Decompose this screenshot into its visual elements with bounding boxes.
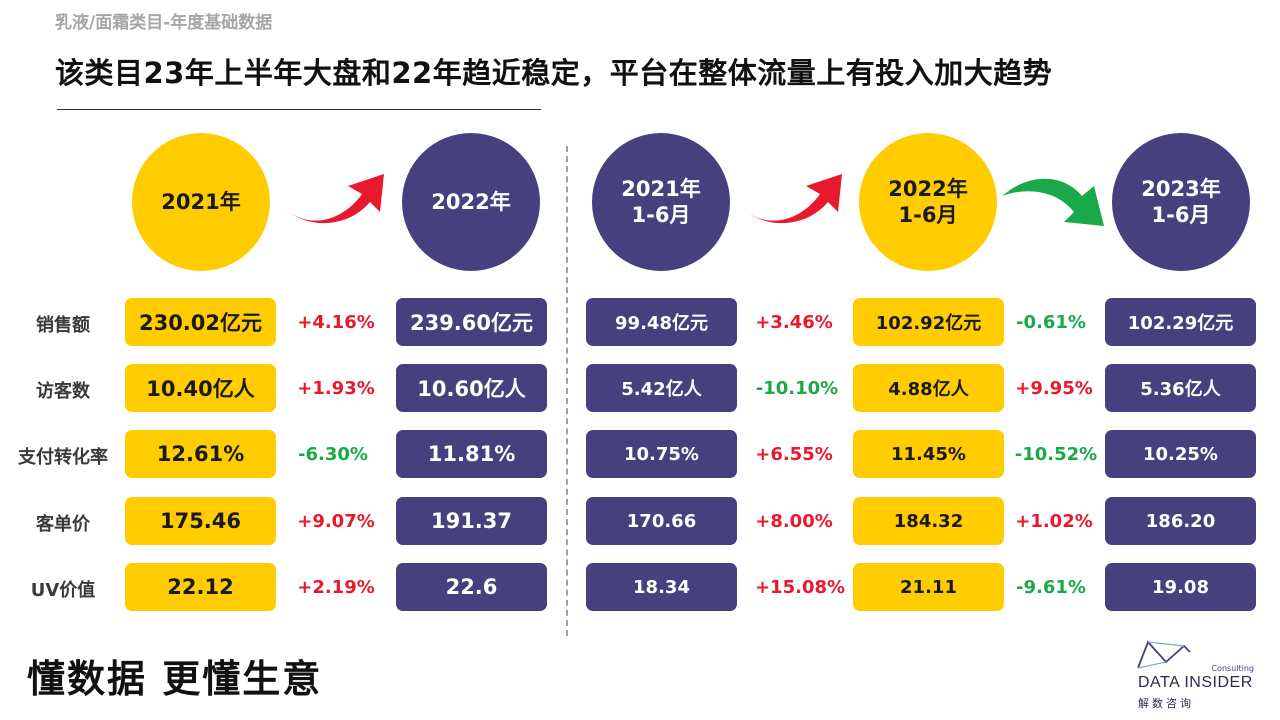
slide-subtitle: 乳液/面霜类目-年度基础数据	[55, 13, 273, 33]
section-divider	[566, 146, 568, 636]
period-circle-2022-h1: 2022年 1-6月	[859, 133, 997, 271]
metric-label-avg-order: 客单价	[36, 514, 90, 535]
change-percent: +1.93%	[297, 378, 375, 399]
change-percent: +4.16%	[297, 312, 375, 333]
value-box: 22.6	[396, 563, 547, 611]
value-box: 186.20	[1105, 497, 1256, 545]
change-percent: +1.02%	[1015, 511, 1093, 532]
value-box: 22.12	[125, 563, 276, 611]
period-circle-2021: 2021年	[132, 133, 270, 271]
change-percent: +9.07%	[297, 511, 375, 532]
period-sublabel: 1-6月	[631, 203, 691, 227]
value-box: 11.81%	[396, 430, 547, 478]
change-percent: +3.46%	[755, 312, 833, 333]
logo-consulting-text: Consulting	[1211, 664, 1254, 673]
growth-arrow-icon	[284, 174, 384, 224]
change-percent: +8.00%	[755, 511, 833, 532]
brand-logo: Consulting DATA INSIDER 解数咨询	[1132, 636, 1266, 712]
metric-label-uv-value: UV价值	[30, 580, 96, 601]
value-box: 170.66	[586, 497, 737, 545]
footer-slogan: 懂数据 更懂生意	[27, 657, 323, 701]
period-circle-2021-h1: 2021年 1-6月	[592, 133, 730, 271]
value-box: 10.75%	[586, 430, 737, 478]
value-box: 10.40亿人	[125, 364, 276, 412]
logo-cn-text: 解数咨询	[1138, 697, 1194, 710]
change-percent: +9.95%	[1015, 378, 1093, 399]
period-sublabel: 1-6月	[1151, 203, 1211, 227]
logo-mark-icon	[1137, 640, 1191, 669]
value-box: 19.08	[1105, 563, 1256, 611]
period-circle-2022: 2022年	[402, 133, 540, 271]
value-box: 191.37	[396, 497, 547, 545]
change-percent: -6.30%	[298, 444, 368, 465]
value-box: 230.02亿元	[125, 298, 276, 346]
value-box: 12.61%	[125, 430, 276, 478]
change-percent: -0.61%	[1016, 312, 1086, 333]
value-box: 4.88亿人	[853, 364, 1004, 412]
metric-label-visitors: 访客数	[36, 381, 90, 402]
value-box: 175.46	[125, 497, 276, 545]
value-box: 10.60亿人	[396, 364, 547, 412]
value-box: 10.25%	[1105, 430, 1256, 478]
value-box: 5.42亿人	[586, 364, 737, 412]
value-box: 239.60亿元	[396, 298, 547, 346]
value-box: 11.45%	[853, 430, 1004, 478]
value-box: 102.29亿元	[1105, 298, 1256, 346]
value-box: 184.32	[853, 497, 1004, 545]
period-sublabel: 1-6月	[898, 203, 958, 227]
metric-label-sales: 销售额	[36, 315, 90, 336]
slide-headline: 该类目23年上半年大盘和22年趋近稳定，平台在整体流量上有投入加大趋势	[55, 56, 1053, 90]
logo-name-text: DATA INSIDER	[1138, 674, 1253, 691]
period-label: 2022年	[888, 176, 968, 201]
change-percent: -9.61%	[1016, 577, 1086, 598]
change-percent: +15.08%	[754, 577, 846, 598]
period-label: 2022年	[431, 189, 511, 214]
growth-arrow-icon	[742, 174, 842, 224]
period-label: 2023年	[1141, 176, 1221, 201]
change-percent: -10.52%	[1014, 444, 1098, 465]
value-box: 21.11	[853, 563, 1004, 611]
value-box: 102.92亿元	[853, 298, 1004, 346]
change-percent: +2.19%	[297, 577, 375, 598]
headline-underline	[57, 109, 541, 110]
value-box: 5.36亿人	[1105, 364, 1256, 412]
change-percent: +6.55%	[755, 444, 833, 465]
value-box: 99.48亿元	[586, 298, 737, 346]
metric-label-conversion: 支付转化率	[18, 447, 108, 468]
value-box: 18.34	[586, 563, 737, 611]
period-label: 2021年	[161, 189, 241, 214]
period-label: 2021年	[621, 176, 701, 201]
change-percent: -10.10%	[755, 378, 839, 399]
period-circle-2023-h1: 2023年 1-6月	[1112, 133, 1250, 271]
decline-arrow-icon	[1002, 178, 1104, 226]
